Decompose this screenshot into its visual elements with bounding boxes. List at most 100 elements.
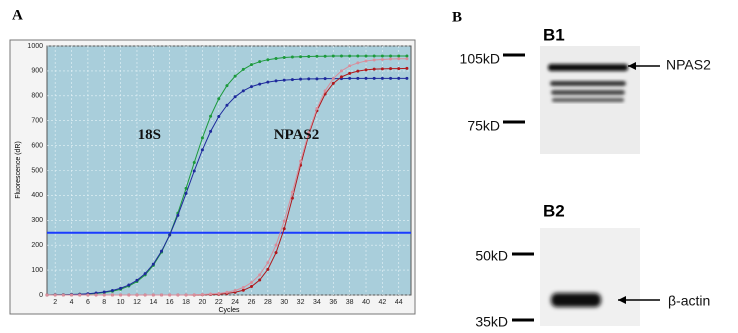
data-point xyxy=(365,54,368,57)
data-point xyxy=(348,54,351,57)
data-point xyxy=(193,169,196,172)
data-point xyxy=(307,55,310,58)
data-point xyxy=(119,294,122,297)
band xyxy=(552,98,624,102)
data-point xyxy=(283,79,286,82)
data-point xyxy=(103,291,106,294)
data-point xyxy=(397,77,400,80)
band-label: β-actin xyxy=(668,293,710,309)
data-point xyxy=(389,77,392,80)
data-point xyxy=(234,289,237,292)
data-point xyxy=(160,250,163,253)
data-point xyxy=(86,294,89,297)
data-point xyxy=(193,161,196,164)
band-label: NPAS2 xyxy=(666,57,711,73)
y-axis-label: Fluorescence (dR) xyxy=(15,141,22,199)
data-point xyxy=(389,57,392,60)
y-tick-label: 200 xyxy=(31,242,43,249)
data-point xyxy=(373,54,376,57)
marker-label: 35kD xyxy=(475,314,508,330)
data-point xyxy=(225,84,228,87)
x-tick-label: 40 xyxy=(362,299,370,306)
data-point xyxy=(242,289,245,292)
data-point xyxy=(299,160,302,163)
band xyxy=(551,90,625,95)
data-point xyxy=(405,54,408,57)
data-point xyxy=(275,57,278,60)
x-tick-label: 6 xyxy=(86,299,90,306)
data-point xyxy=(258,60,261,63)
data-point xyxy=(373,58,376,61)
data-point xyxy=(405,77,408,80)
y-tick-label: 800 xyxy=(31,93,43,100)
band xyxy=(548,64,628,71)
x-tick-label: 8 xyxy=(102,299,106,306)
blot-title: B1 xyxy=(543,25,565,44)
data-point xyxy=(135,279,138,282)
data-point xyxy=(365,77,368,80)
data-point xyxy=(209,115,212,118)
data-point xyxy=(152,263,155,266)
y-tick-label: 900 xyxy=(31,68,43,75)
y-tick-label: 700 xyxy=(31,118,43,125)
data-point xyxy=(217,292,220,295)
data-point xyxy=(258,83,261,86)
data-point xyxy=(332,54,335,57)
data-point xyxy=(397,67,400,70)
data-point xyxy=(234,95,237,98)
marker-label: 50kD xyxy=(475,248,508,264)
data-point xyxy=(168,294,171,297)
data-point xyxy=(176,294,179,297)
data-point xyxy=(266,268,269,271)
y-tick-label: 100 xyxy=(31,267,43,274)
data-point xyxy=(111,294,114,297)
data-point xyxy=(62,294,65,297)
data-point xyxy=(103,294,106,297)
data-point xyxy=(111,289,114,292)
blot-membrane xyxy=(540,228,640,326)
panel-label: B xyxy=(452,9,462,25)
data-point xyxy=(356,70,359,73)
data-point xyxy=(144,272,147,275)
x-tick-label: 32 xyxy=(297,299,305,306)
data-point xyxy=(381,54,384,57)
data-point xyxy=(209,130,212,133)
marker-label: 75kD xyxy=(467,118,500,134)
x-tick-label: 36 xyxy=(329,299,337,306)
data-point xyxy=(324,77,327,80)
data-point xyxy=(315,55,318,58)
data-point xyxy=(307,77,310,80)
x-tick-label: 26 xyxy=(248,299,256,306)
data-point xyxy=(266,81,269,84)
data-point xyxy=(217,115,220,118)
annotation: 18S xyxy=(138,127,161,143)
data-point xyxy=(234,75,237,78)
x-tick-label: 38 xyxy=(346,299,354,306)
x-tick-label: 24 xyxy=(231,299,239,306)
data-point xyxy=(365,59,368,62)
y-tick-label: 500 xyxy=(31,167,43,174)
x-tick-label: 34 xyxy=(313,299,321,306)
x-tick-label: 14 xyxy=(149,299,157,306)
data-point xyxy=(299,78,302,81)
data-point xyxy=(275,243,278,246)
data-point xyxy=(275,251,278,254)
data-point xyxy=(152,294,155,297)
data-point xyxy=(70,294,73,297)
data-point xyxy=(266,58,269,61)
x-tick-label: 4 xyxy=(70,299,74,306)
data-point xyxy=(397,54,400,57)
y-tick-label: 400 xyxy=(31,192,43,199)
data-point xyxy=(340,54,343,57)
data-point xyxy=(250,63,253,66)
data-point xyxy=(397,57,400,60)
data-point xyxy=(340,75,343,78)
data-point xyxy=(185,294,188,297)
figure: A 01002003004005006007008009001000246810… xyxy=(0,0,738,333)
x-tick-label: 16 xyxy=(166,299,174,306)
data-point xyxy=(144,294,147,297)
data-point xyxy=(242,89,245,92)
data-point xyxy=(176,214,179,217)
y-tick-label: 600 xyxy=(31,142,43,149)
data-point xyxy=(365,68,368,71)
